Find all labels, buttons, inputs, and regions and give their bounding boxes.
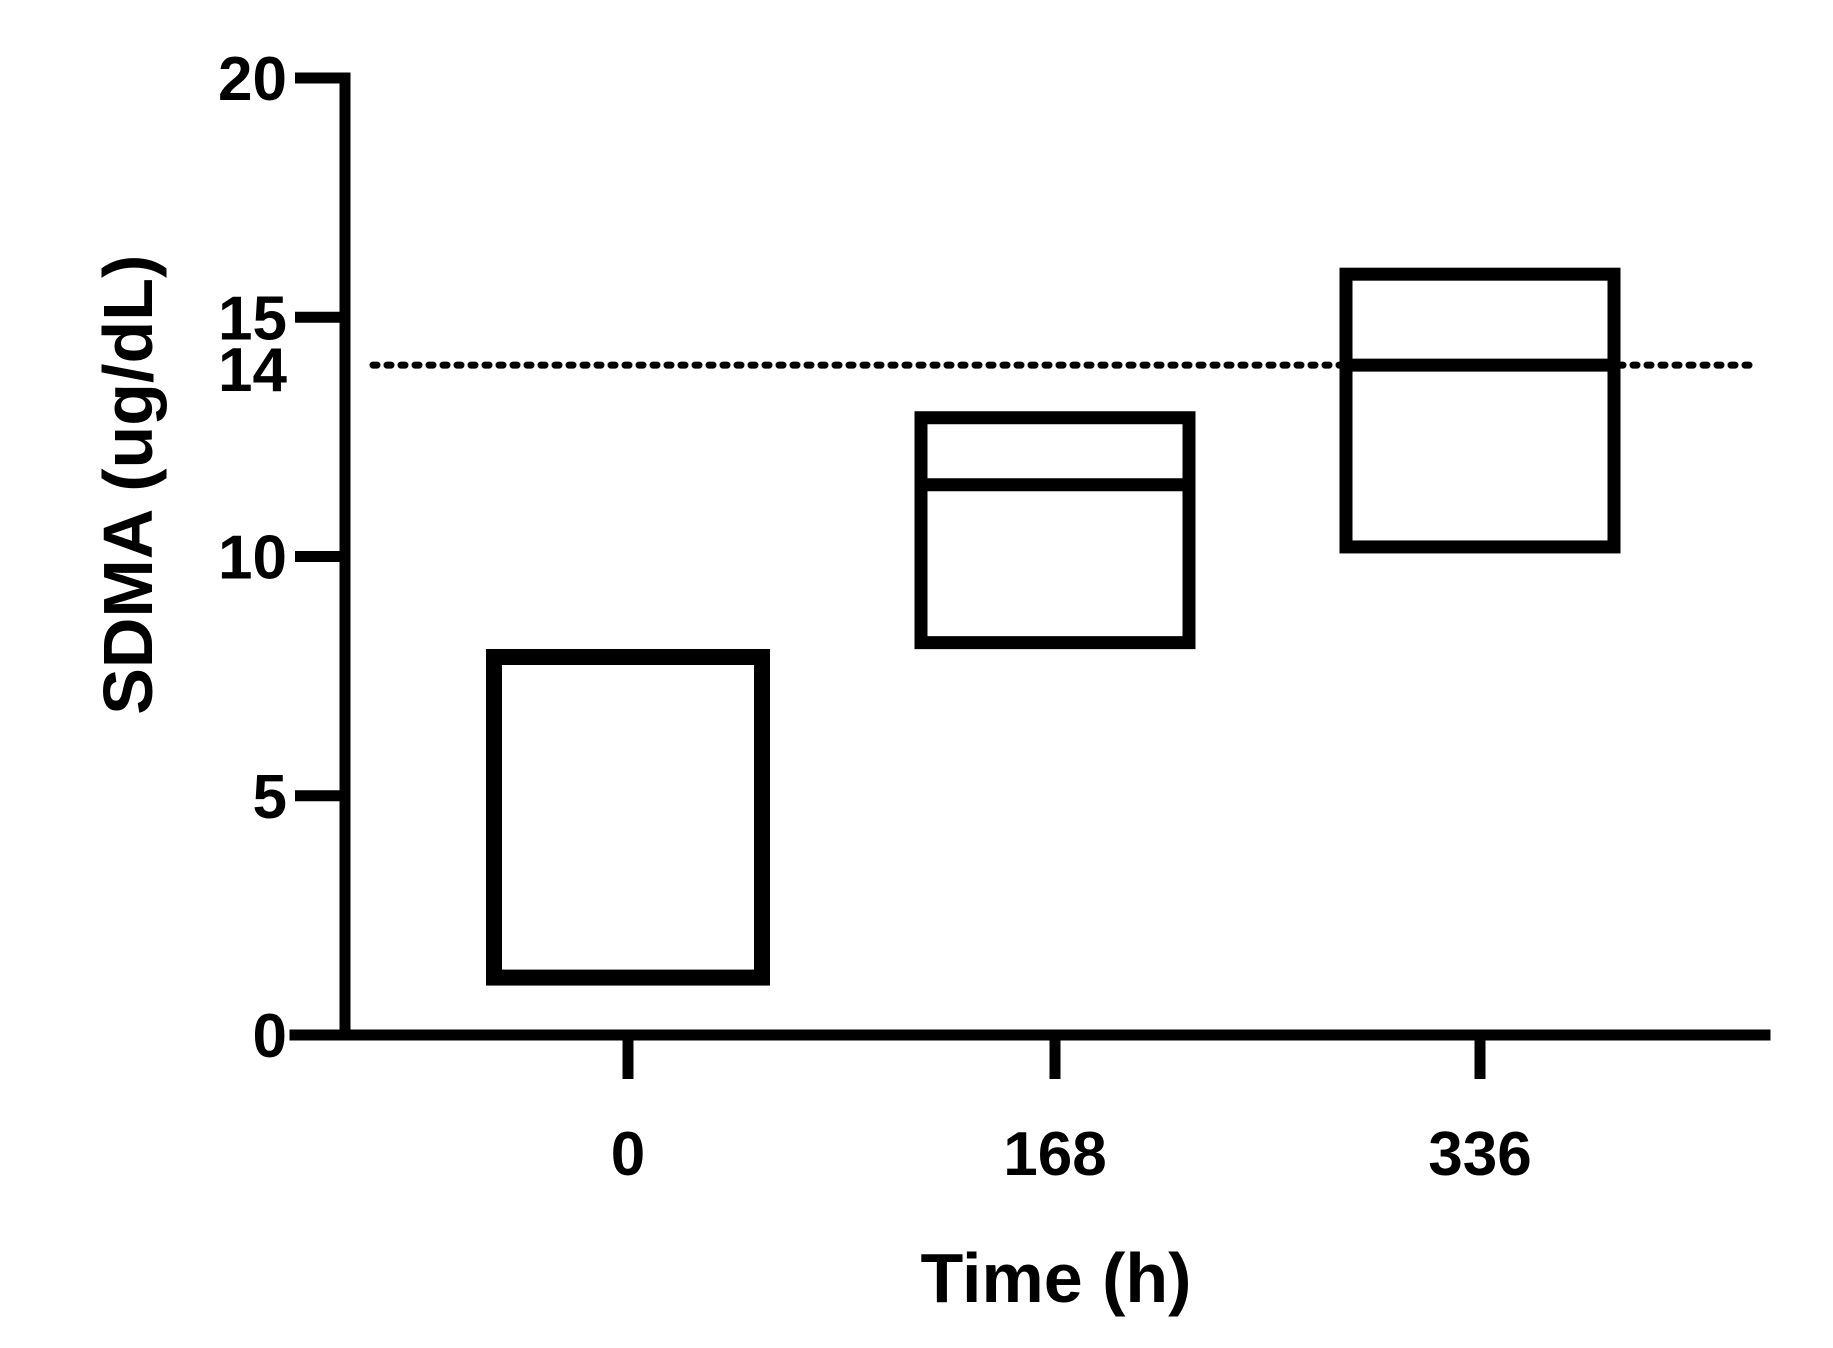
x-tick-label: 168 (1003, 1120, 1106, 1189)
x-tick-label: 336 (1428, 1120, 1531, 1189)
y-tick-label: 5 (253, 763, 287, 832)
x-axis-title: Time (h) (921, 1239, 1192, 1317)
y-axis-ticks: 0 5 10 15 20 (218, 45, 345, 1071)
x-axis-ticks: 0 168 336 (611, 1035, 1532, 1189)
box-0 (486, 648, 770, 986)
box-168 (914, 411, 1196, 650)
x-tick-label: 0 (611, 1120, 645, 1189)
y-tick-label: 15 (218, 284, 287, 353)
y-tick-label: 0 (253, 1002, 287, 1071)
y-axis-title: SDMA (ug/dL) (89, 255, 167, 715)
y-tick-label: 20 (218, 45, 287, 114)
axes (289, 72, 1771, 1041)
boxes (486, 267, 1621, 986)
box-336 (1339, 267, 1621, 554)
y-tick-label: 10 (218, 524, 287, 593)
reference-line-label: 14 (218, 336, 287, 405)
